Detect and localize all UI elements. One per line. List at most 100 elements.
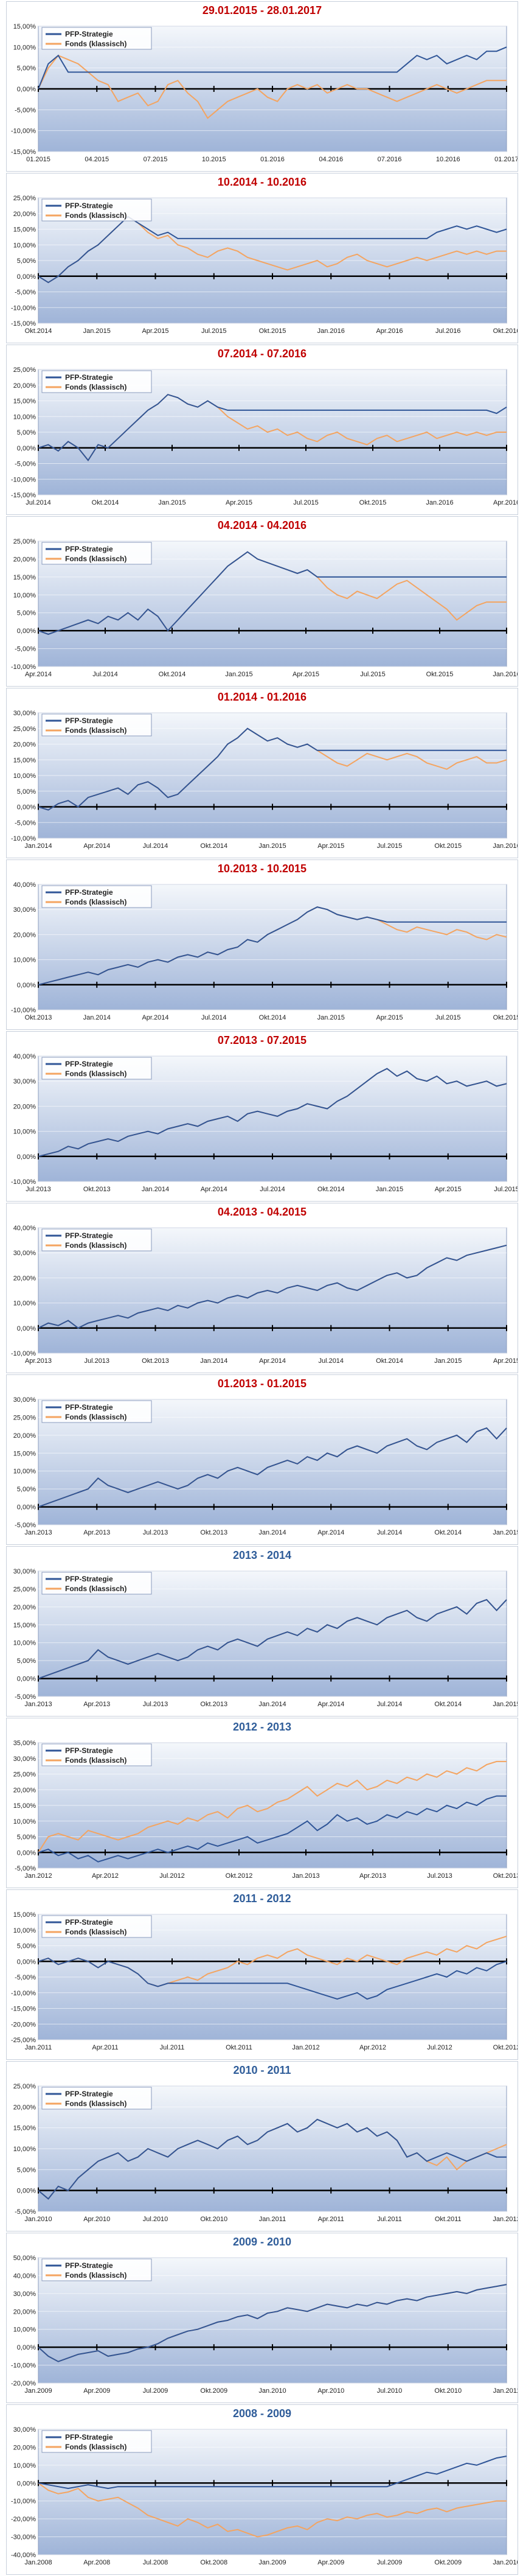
y-tick-label: 0,00%: [17, 273, 36, 281]
legend-box: [41, 1400, 152, 1423]
y-tick-label: 25,00%: [13, 195, 36, 202]
x-tick-label: Okt.2012: [493, 2044, 518, 2051]
y-tick-label: 10,00%: [13, 242, 36, 249]
x-tick-label: Okt.2014: [200, 842, 227, 850]
y-tick-label: 10,00%: [13, 957, 36, 964]
x-tick-label: Jul.2014: [260, 1186, 285, 1193]
chart-title: 10.2014 - 10.2016: [217, 176, 307, 188]
x-tick-label: Apr.2013: [83, 1529, 110, 1536]
legend-label: PFP-Strategie: [65, 888, 113, 897]
x-tick-label: Okt.2013: [83, 1186, 111, 1193]
y-tick-label: 25,00%: [13, 726, 36, 733]
x-tick-label: Okt.2013: [200, 1529, 227, 1536]
y-tick-label: -5,00%: [15, 1693, 36, 1701]
chart-title: 01.2013 - 01.2015: [217, 1377, 307, 1390]
y-tick-label: 15,00%: [13, 23, 36, 30]
x-tick-label: Apr.2014: [317, 1529, 344, 1536]
chart-svg: 15,00% 10,00% 5,00% 0,00% -5,00% -10,00% -15,0…: [11, 1911, 518, 2051]
y-tick-label: 30,00%: [13, 1396, 36, 1404]
y-tick-label: 10,00%: [13, 592, 36, 599]
x-tick-label: Apr.2010: [317, 2387, 344, 2395]
y-tick-label: -15,00%: [11, 320, 36, 327]
y-tick-label: 0,00%: [17, 628, 36, 635]
y-tick-label: -5,00%: [15, 1865, 36, 1872]
y-tick-label: 0,00%: [17, 1153, 36, 1161]
x-tick-label: Jan.2010: [24, 2216, 52, 2223]
legend-box: [41, 370, 152, 393]
x-tick-label: Apr.2016: [376, 327, 403, 335]
x-tick-label: Jan.2015: [493, 1701, 518, 1708]
x-tick-label: Jan.2015: [317, 1014, 345, 1021]
y-tick-label: 5,00%: [17, 610, 36, 617]
y-tick-label: -10,00%: [11, 835, 36, 842]
x-tick-label: Jul.2009: [377, 2559, 403, 2566]
y-tick-label: 15,00%: [13, 1622, 36, 1629]
x-tick-label: 01.2015: [26, 156, 50, 163]
series-line-pfp: [38, 215, 507, 284]
legend-label: PFP-Strategie: [65, 1575, 113, 1583]
y-tick-label: 25,00%: [13, 1771, 36, 1779]
x-tick-label: Jan.2014: [142, 1186, 169, 1193]
x-tick-label: Apr.2008: [83, 2559, 110, 2566]
x-tick-label: Jul.2014: [318, 1357, 344, 1365]
x-tick-label: Okt.2011: [226, 2044, 252, 2051]
chart-svg: 40,00%30,00%20,00%10,00%0,00%-10,00%Apr.…: [11, 1225, 518, 1365]
y-tick-label: 5,00%: [17, 65, 36, 72]
x-tick-label: Jan.2014: [24, 842, 52, 850]
chart-title: 04.2014 - 04.2016: [217, 519, 307, 531]
y-tick-label: 25,00%: [13, 1414, 36, 1421]
x-tick-label: Jul.2009: [143, 2387, 168, 2395]
y-tick-label: 10,00%: [13, 1468, 36, 1475]
x-tick-label: 01.2017: [494, 156, 518, 163]
x-tick-label: Jul.2015: [293, 499, 319, 506]
x-tick-label: Okt.2013: [493, 1872, 518, 1880]
x-tick-label: Okt.2014: [92, 499, 119, 506]
y-tick-label: 15,00%: [13, 574, 36, 581]
x-tick-label: Okt.2010: [434, 2387, 462, 2395]
y-tick-label: 20,00%: [13, 382, 36, 390]
x-tick-label: Jul.2015: [201, 327, 227, 335]
legend-label: PFP-Strategie: [65, 1918, 113, 1927]
x-tick-label: Okt.2015: [259, 327, 286, 335]
legend-label: PFP-Strategie: [65, 716, 113, 725]
y-tick-label: 5,00%: [17, 1943, 36, 1950]
chart-panel: 10.2013 - 10.2015 40,00% 30,00% 20,00% 10,00…: [6, 859, 518, 1030]
legend-box: [41, 1743, 152, 1766]
chart-svg: 25,00% 20,00% 15,00% 10,00% 5,00% 0,00% -5,00%…: [13, 2083, 518, 2223]
x-tick-label: Jul.2015: [435, 1014, 461, 1021]
y-tick-label: 30,00%: [13, 1755, 36, 1763]
chart-panel: 2013 - 2014 30,00% 25,00% 20,00% 15,00% 10,00…: [6, 1546, 518, 1717]
chart-svg: 50,00% 40,00% 30,00% 20,00% 10,00% 0,00% -10,0…: [11, 2255, 518, 2395]
x-tick-label: Jan.2015: [493, 1529, 518, 1536]
y-tick-label: -5,00%: [15, 646, 36, 653]
x-tick-label: 10.2016: [436, 156, 460, 163]
x-tick-label: Okt.2014: [376, 1357, 403, 1365]
y-tick-label: 0,00%: [17, 1676, 36, 1683]
y-tick-label: -15,00%: [11, 149, 36, 156]
series-line-pfp: [38, 1427, 507, 1508]
x-tick-label: Apr.2015: [376, 1014, 403, 1021]
chart-title: 2009 - 2010: [232, 2236, 292, 2248]
y-tick-label: 20,00%: [13, 211, 36, 218]
chart-svg: 30,00% 25,00% 20,00% 15,00% 10,00% 5,00% 0,00%…: [13, 1396, 518, 1536]
y-tick-label: 10,00%: [13, 1129, 36, 1136]
legend-box: [41, 713, 152, 737]
chart-svg: 25,00% 20,00% 15,00% 10,00% 5,00% 0,00% -5,00%…: [11, 195, 518, 335]
x-tick-label: Okt.2014: [317, 1186, 345, 1193]
chart-panel: 29.01.2015 - 28.01.2017 15,00% 10,00% 5,00%…: [6, 1, 518, 172]
x-tick-label: Okt.2015: [434, 842, 462, 850]
y-tick-label: 50,00%: [13, 2255, 36, 2262]
y-tick-label: -10,00%: [11, 128, 36, 135]
x-tick-label: Apr.2013: [83, 1701, 110, 1708]
y-tick-label: -5,00%: [15, 289, 36, 296]
x-tick-label: Okt.2014: [434, 1529, 462, 1536]
y-tick-label: -5,00%: [15, 819, 36, 827]
x-tick-label: Okt.2011: [435, 2216, 462, 2223]
x-tick-label: Apr.2013: [25, 1357, 52, 1365]
y-tick-label: -10,00%: [11, 304, 36, 312]
y-tick-label: -25,00%: [11, 2037, 36, 2044]
x-tick-label: Jul.2013: [143, 1529, 168, 1536]
